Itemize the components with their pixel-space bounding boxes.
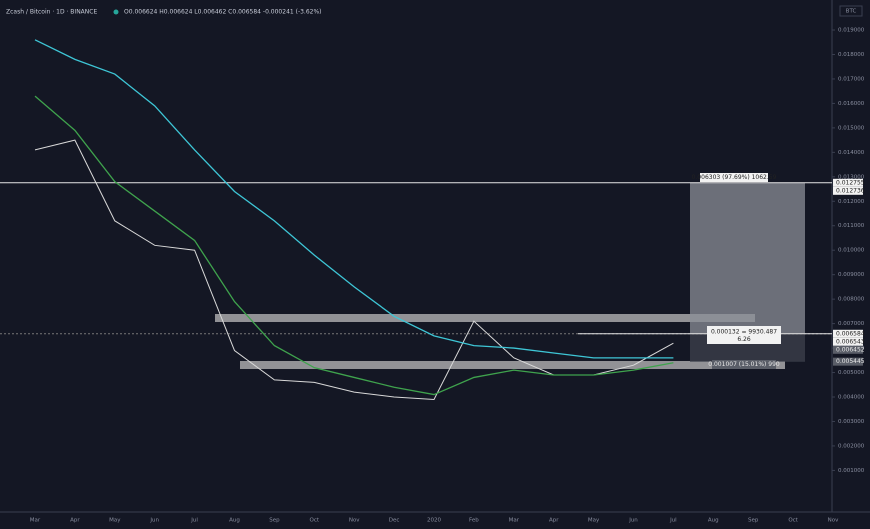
annotation-box [712,360,776,369]
price-label-bg [833,178,863,187]
x-tick-label: Apr [549,518,559,524]
y-tick-label: 0.014000 [838,150,865,156]
y-tick-label: 0.019000 [838,28,865,34]
annotation-box [707,326,781,344]
x-tick-label: Apr [70,518,80,524]
annotation: 0.000132 = 9930.487 [711,329,777,336]
annotation-box [700,173,768,182]
x-tick-label: May [588,518,600,524]
x-tick-label: Jun [149,518,159,524]
price-label-bg [833,337,863,346]
y-tick-label: 0.005000 [838,370,865,376]
x-tick-label: Jul [669,518,677,524]
x-tick-label: Nov [349,518,360,524]
series-line [34,39,674,359]
x-tick-label: Sep [269,518,280,524]
y-tick-label: 0.003000 [838,419,865,425]
annotation: 0.001007 (15.01%) 990 [708,361,780,368]
y-tick-label: 0.018000 [838,52,865,58]
price-label-bg [833,357,863,366]
y-tick-label: 0.002000 [838,443,865,449]
x-tick-label: May [109,518,121,524]
y-tick-label: 0.007000 [838,321,865,327]
range-band [215,314,755,322]
y-tick-label: 0.001000 [838,468,865,474]
price-label: 0.006584 [836,330,865,337]
x-tick-label: Sep [748,518,759,524]
symbol: Zcash / Bitcoin · 1D · BINANCE [6,9,97,16]
y-tick-label: 0.016000 [838,101,865,107]
price-label-bg [833,329,863,338]
status-dot [113,9,119,15]
price-label-bg [833,345,863,354]
x-tick-label: Nov [828,518,839,524]
annotation: 6.26 [737,336,751,343]
y-tick-label: 0.008000 [838,297,865,303]
currency-box[interactable] [839,5,863,17]
annotation: 0.006303 (97.69%) 1062.59 [692,174,777,181]
y-tick-label: 0.017000 [838,76,865,82]
series-line [34,95,674,396]
y-tick-label: 0.011000 [838,223,865,229]
x-tick-label: Oct [310,518,320,524]
price-label: 0.012736 [836,187,865,194]
range-band [240,361,785,369]
price-label: 0.006452 [836,346,865,353]
x-tick-label: 2020 [427,518,441,524]
ohlc: O0.006624 H0.006624 L0.006462 C0.006584 … [124,9,322,16]
price-label: 0.012755 [836,179,865,186]
y-tick-label: 0.010000 [838,248,865,254]
x-tick-label: Feb [469,518,479,524]
y-tick-label: 0.009000 [838,272,865,278]
y-tick-label: 0.013000 [838,174,865,180]
target-zone [690,182,805,334]
x-tick-label: Mar [30,518,41,524]
x-tick-label: Jul [190,518,198,524]
x-tick-label: Oct [788,518,798,524]
x-tick-label: Aug [229,518,240,524]
y-tick-label: 0.015000 [838,125,865,131]
x-tick-label: Jun [628,518,638,524]
y-tick-label: 0.012000 [838,199,865,205]
y-tick-label: 0.004000 [838,395,865,401]
currency: BTC [846,9,857,15]
price-label: 0.005445 [836,358,865,365]
price-label-bg [833,186,863,195]
x-tick-label: Dec [389,518,400,524]
price-label: 0.006543 [836,338,865,345]
x-tick-label: Aug [708,518,719,524]
x-tick-label: Mar [509,518,520,524]
